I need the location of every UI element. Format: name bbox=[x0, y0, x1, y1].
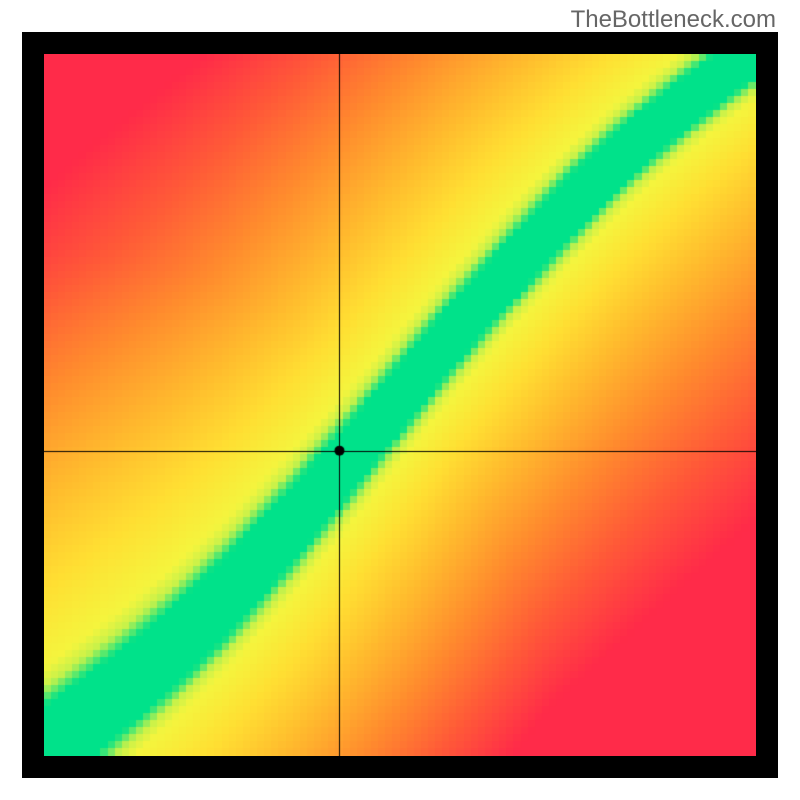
watermark-text: TheBottleneck.com bbox=[571, 6, 776, 34]
plot-frame bbox=[22, 32, 778, 778]
chart-container: TheBottleneck.com bbox=[0, 0, 800, 800]
crosshair-overlay bbox=[44, 54, 756, 756]
